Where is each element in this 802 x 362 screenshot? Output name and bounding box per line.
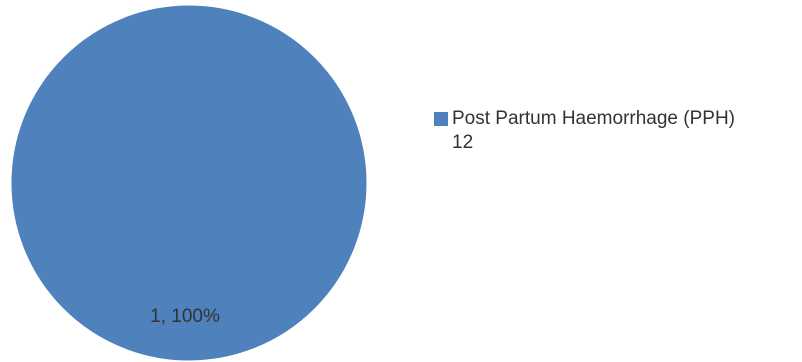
legend-swatch — [434, 112, 448, 126]
legend-label: Post Partum Haemorrhage (PPH) — [452, 108, 735, 129]
legend-entry: Post Partum Haemorrhage (PPH) — [434, 107, 735, 131]
legend-label-line2: 12 — [452, 132, 474, 153]
pie-slices — [10, 4, 368, 362]
pie-slice — [10, 4, 368, 362]
legend: Post Partum Haemorrhage (PPH) 12 — [434, 107, 735, 155]
slice-data-label: 1, 100% — [150, 306, 220, 327]
